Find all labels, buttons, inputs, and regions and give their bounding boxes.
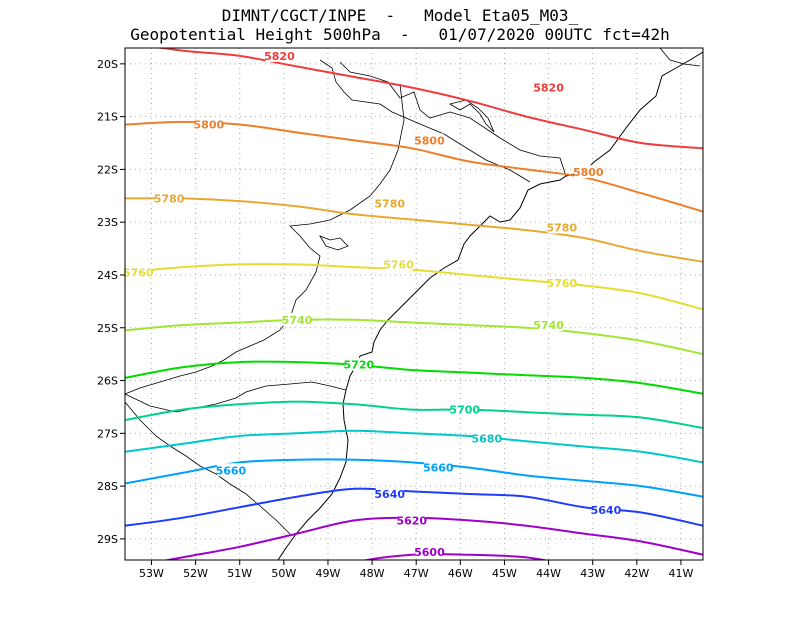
- contour-label-bg: [591, 502, 620, 516]
- lon-tick-label: 45W: [492, 567, 517, 580]
- contour-label-bg: [344, 357, 373, 371]
- contour-line-5760: [125, 263, 703, 311]
- lat-tick-label: 23S: [97, 216, 118, 229]
- contour-label: 5740: [533, 319, 564, 332]
- contour-label: 5660: [216, 464, 247, 477]
- chart-title-line1: DIMNT/CGCT/INPE - Model Eta05_M03_: [221, 6, 579, 25]
- contour-line-5680: [125, 429, 703, 464]
- contour-label-bg: [397, 513, 426, 527]
- contour-label: 5820: [533, 82, 564, 95]
- lon-tick-label: 47W: [404, 567, 429, 580]
- lat-tick-label: 26S: [97, 375, 118, 388]
- contour-label: 5780: [154, 192, 185, 205]
- plot-frame: [124, 47, 704, 561]
- contour-label-bg: [216, 463, 245, 477]
- contour-label-bg: [124, 265, 153, 279]
- lon-tick-label: 51W: [227, 567, 252, 580]
- lat-tick-label: 27S: [97, 427, 118, 440]
- contour-label: 5600: [414, 546, 445, 559]
- lon-tick-label: 50W: [271, 567, 296, 580]
- contour-label-bg: [375, 196, 404, 210]
- contour-label-bg: [375, 487, 404, 501]
- lon-tick-label: 48W: [360, 567, 385, 580]
- contour-label: 5680: [471, 433, 502, 446]
- contour-label-bg: [450, 402, 479, 416]
- islands: [319, 48, 701, 251]
- contour-label-bg: [415, 545, 444, 559]
- lon-tick-label: 43W: [580, 567, 605, 580]
- contour-label: 5800: [573, 166, 604, 179]
- contour-line-5820: [154, 48, 703, 150]
- contour-label: 5720: [344, 359, 375, 372]
- contour-label-bg: [534, 318, 563, 332]
- contour-label-bg: [194, 117, 223, 131]
- contour-label-bg: [574, 165, 603, 179]
- lat-tick-label: 28S: [97, 480, 118, 493]
- contour-label: 5640: [374, 488, 405, 501]
- contour-label-bg: [415, 133, 444, 147]
- contour-label-bg: [155, 191, 184, 205]
- contour-label: 5800: [194, 119, 225, 132]
- lon-tick-label: 42W: [624, 567, 649, 580]
- contour-label: 5820: [264, 50, 295, 63]
- contour-label: 5780: [546, 221, 577, 234]
- lat-tick-label: 29S: [97, 533, 118, 546]
- contour-label-bg: [472, 431, 501, 445]
- contour-label: 5740: [282, 314, 313, 327]
- contour-label: 5620: [396, 514, 427, 527]
- contour-label-bg: [547, 220, 576, 234]
- contour-label-bg: [384, 257, 413, 271]
- contour-line-5700: [125, 400, 703, 429]
- lon-tick-label: 53W: [139, 567, 164, 580]
- chart-title-line2: Geopotential Height 500hPa - 01/07/2020 …: [130, 25, 670, 44]
- coastline-layer: [125, 48, 703, 560]
- lat-tick-label: 20S: [97, 58, 118, 71]
- contour-label: 5660: [423, 462, 454, 475]
- lat-tick-label: 21S: [97, 111, 118, 124]
- contour-label-bg: [265, 48, 294, 62]
- lon-tick-label: 46W: [448, 567, 473, 580]
- lon-tick-label: 52W: [183, 567, 208, 580]
- contour-label: 5760: [383, 258, 414, 271]
- contour-label-bg: [534, 80, 563, 94]
- contour-line-5720: [125, 360, 703, 395]
- contour-label: 5760: [123, 266, 154, 279]
- contour-label: 5780: [374, 198, 405, 211]
- coastline: [277, 51, 703, 560]
- contour-line-5740: [125, 318, 703, 356]
- contour-label: 5760: [546, 277, 577, 290]
- lat-tick-label: 25S: [97, 322, 118, 335]
- state-borders: [125, 59, 567, 535]
- contour-label: 5700: [449, 404, 480, 417]
- contour-label: 5800: [414, 134, 445, 147]
- contour-label-bg: [283, 312, 312, 326]
- contour-label-bg: [424, 460, 453, 474]
- lon-tick-label: 49W: [316, 567, 341, 580]
- contour-labels: 5820 5820 5800 5800 5800 5780 5780 5780 5760 5760…: [123, 48, 622, 559]
- lat-tick-label: 22S: [97, 163, 118, 176]
- lat-tick-label: 24S: [97, 269, 118, 282]
- axis-ticks: 53W 52W 51W 50W 49W 48W 47W 46W 45W 44W 43W 42W 41W 2…: [97, 58, 693, 580]
- lon-tick-label: 41W: [669, 567, 694, 580]
- contour-label-bg: [547, 275, 576, 289]
- contour-line-5780: [125, 197, 703, 263]
- lon-tick-label: 44W: [536, 567, 561, 580]
- contour-label: 5640: [591, 504, 622, 517]
- contour-line-5800: [125, 120, 703, 213]
